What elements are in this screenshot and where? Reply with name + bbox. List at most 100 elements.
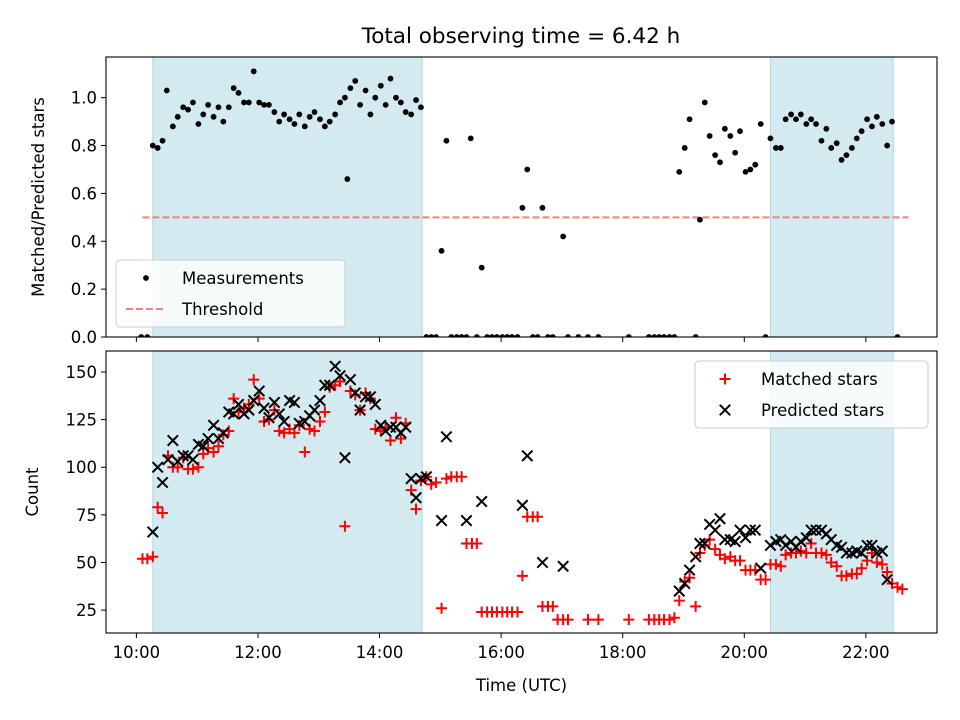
measurementspoint: [266, 101, 272, 108]
predicted-starspoint: [521, 449, 534, 462]
measurementspoint: [767, 135, 774, 142]
matched-starspoint: [851, 568, 863, 580]
measurementspoint: [453, 334, 460, 337]
measurementspoint: [484, 334, 491, 337]
measurementspoint: [433, 334, 439, 337]
matched-starspoint: [339, 520, 351, 532]
predicted-starspoint: [278, 415, 291, 428]
measurementspoint: [686, 116, 693, 123]
matched-starspoint: [664, 614, 676, 626]
predicted-starspoint: [805, 524, 818, 537]
matched-starspoint: [141, 553, 153, 565]
measurementspoint: [873, 113, 880, 120]
measurementspoint: [706, 133, 713, 139]
measurementspoint: [367, 111, 374, 118]
measurementspoint: [372, 94, 379, 101]
matched-starspoint: [436, 602, 448, 614]
measurementspoint: [651, 334, 658, 337]
measurementspoint: [692, 334, 699, 337]
measurementspoint: [823, 125, 830, 132]
legend-label: Matched stars: [761, 370, 878, 389]
measurementspoint: [721, 125, 728, 132]
predicted-starspoint: [794, 535, 807, 548]
measurementspoint: [797, 111, 804, 118]
predicted-starspoint: [268, 396, 281, 409]
measurementspoint: [473, 334, 480, 337]
y-tick-label: 1.0: [71, 89, 97, 108]
predicted-starspoint: [810, 524, 822, 537]
predicted-starspoint: [323, 379, 336, 392]
measurementspoint: [326, 118, 333, 125]
measurementspoint: [848, 145, 855, 151]
predicted-starspoint: [689, 550, 702, 563]
measurementspoint: [352, 78, 359, 84]
measurementspoint: [499, 334, 506, 337]
predicted-starspoint: [253, 385, 266, 397]
predicted-starspoint: [364, 390, 377, 403]
measurementspoint: [645, 334, 652, 337]
predicted-starspoint: [410, 491, 422, 504]
measurementspoint: [585, 334, 591, 337]
x-tick-label: 16:00: [477, 643, 525, 662]
matched-starspoint: [582, 614, 594, 626]
measurementspoint: [889, 118, 895, 125]
predicted-starspoint: [739, 531, 752, 544]
measurementspoint: [306, 113, 313, 120]
matched-starspoint: [532, 511, 544, 523]
matched-starspoint: [172, 461, 184, 473]
predicted-starspoint: [800, 531, 813, 544]
legend-marker: [143, 275, 149, 281]
measurementspoint: [524, 166, 531, 173]
measurementspoint: [478, 264, 485, 271]
predicted-starspoint: [288, 396, 301, 409]
matched-starspoint: [719, 553, 731, 565]
legend-marker: [719, 373, 731, 385]
measurementspoint: [782, 116, 789, 123]
matched-starspoint: [800, 547, 812, 559]
predicted-starspoint: [399, 421, 412, 434]
measurementspoint: [342, 94, 348, 101]
measurementspoint: [190, 99, 196, 106]
matched-starspoint: [288, 427, 300, 439]
predicted-starspoint: [876, 545, 889, 557]
measurementspoint: [793, 116, 799, 123]
matched-starspoint: [690, 600, 702, 612]
measurementspoint: [428, 334, 435, 337]
matched-starspoint: [876, 558, 888, 570]
measurementspoint: [317, 116, 323, 123]
measurementspoint: [408, 111, 415, 118]
matched-starspoint: [684, 572, 696, 584]
x-tick-label: 20:00: [721, 643, 769, 662]
x-tick-label: 14:00: [356, 643, 404, 662]
measurementspoint: [185, 106, 191, 113]
measurementspoint: [565, 334, 571, 337]
matched-starspoint: [562, 614, 574, 626]
predicted-starspoint: [156, 476, 169, 489]
y-tick-label: 0.2: [71, 280, 97, 299]
legend-label: Predicted stars: [761, 401, 884, 420]
measurementspoint: [230, 85, 237, 92]
y-tick-label: 0.0: [71, 328, 97, 347]
predicted-starspoint: [318, 379, 331, 392]
measurementspoint: [169, 123, 176, 130]
x-tick-label: 10:00: [113, 643, 161, 662]
measurementspoint: [154, 145, 161, 151]
measurementspoint: [174, 113, 181, 120]
measurementspoint: [321, 123, 328, 130]
predicted-starspoint: [242, 404, 255, 416]
measurementspoint: [529, 334, 536, 337]
axes-frame: [105, 56, 938, 338]
axes-frame: [105, 350, 938, 634]
measurementspoint: [180, 104, 187, 111]
measurementspoint: [423, 334, 430, 337]
measurementspoint: [261, 101, 267, 108]
y-axis-label: Matched/Predicted stars: [29, 97, 48, 297]
matched-starspoint: [471, 537, 483, 549]
predicted-starspoint: [232, 398, 245, 411]
predicted-starspoint: [881, 573, 894, 586]
y-tick-label: 0.8: [71, 137, 97, 156]
matched-starspoint: [299, 446, 311, 458]
measurementspoint: [803, 121, 810, 127]
matched-starspoint: [430, 476, 442, 488]
